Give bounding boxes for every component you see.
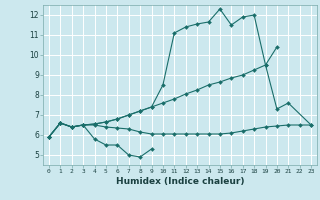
X-axis label: Humidex (Indice chaleur): Humidex (Indice chaleur) [116,177,244,186]
